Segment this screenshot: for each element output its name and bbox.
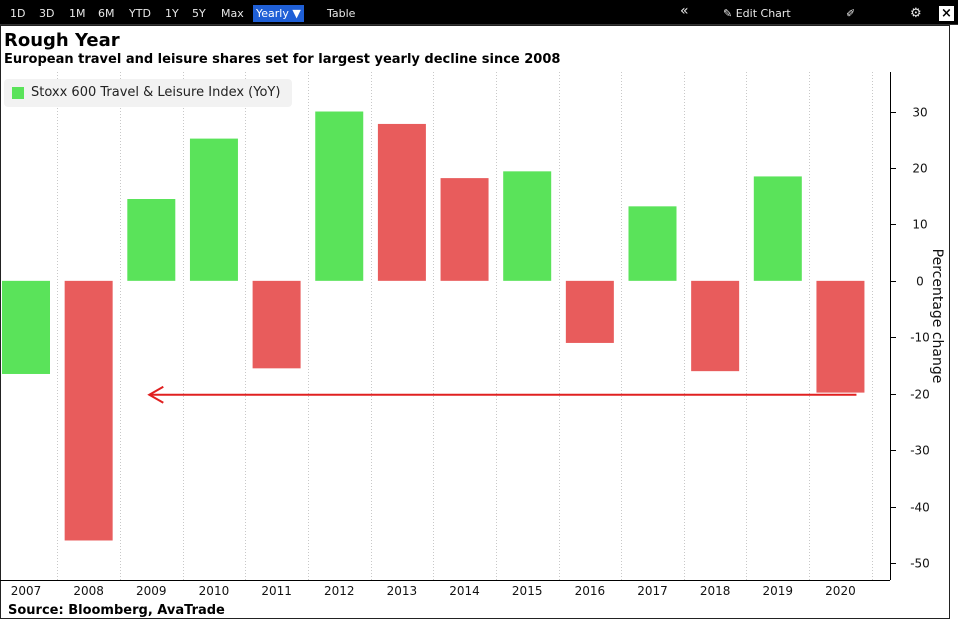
x-tick-label-2013: 2013	[387, 584, 418, 598]
table-button[interactable]: Table	[327, 7, 356, 20]
edit-chart-button[interactable]: ✎ Edit Chart	[723, 5, 791, 22]
period-3d-button[interactable]: 3D	[39, 7, 55, 20]
bar-2007	[2, 280, 50, 374]
period-1y-button[interactable]: 1Y	[165, 7, 179, 20]
bar-2009	[127, 199, 176, 281]
period-5y-button[interactable]: 5Y	[192, 7, 206, 20]
chart-legend: Stoxx 600 Travel & Leisure Index (YoY)	[4, 79, 292, 107]
x-tick-label-2016: 2016	[575, 584, 606, 598]
x-tick-label-2020: 2020	[825, 584, 856, 598]
y-tick-label--30: -30	[910, 444, 930, 458]
x-tick-label-2015: 2015	[512, 584, 543, 598]
legend-label: Stoxx 600 Travel & Leisure Index (YoY)	[31, 85, 281, 100]
bar-2020	[816, 280, 865, 393]
y-tick-label-10: 10	[912, 218, 927, 232]
period-max-button[interactable]: Max	[221, 7, 244, 20]
x-tick-label-2018: 2018	[700, 584, 731, 598]
x-tick-label-2019: 2019	[763, 584, 794, 598]
period-1d-button[interactable]: 1D	[10, 7, 26, 20]
x-tick-label-2017: 2017	[637, 584, 668, 598]
x-tick-label-2009: 2009	[136, 584, 167, 598]
chart-frame	[0, 25, 950, 619]
bar-2017	[628, 206, 677, 281]
bar-2015	[503, 171, 552, 281]
bar-2010	[189, 138, 238, 281]
bar-2011	[252, 280, 301, 369]
x-tick-label-2007: 2007	[11, 584, 42, 598]
frequency-dropdown[interactable]: Yearly ▼	[253, 5, 304, 22]
close-button[interactable]: ×	[939, 6, 954, 21]
bar-2013	[377, 123, 426, 281]
period-6m-button[interactable]: 6M	[98, 7, 115, 20]
y-tick-label--50: -50	[910, 557, 930, 571]
annotation-arrow-head	[147, 385, 164, 404]
bar-2012	[315, 111, 364, 281]
period-ytd-button[interactable]: YTD	[129, 7, 151, 20]
bar-2016	[565, 280, 614, 343]
annotate-icon[interactable]: ✐	[846, 7, 856, 20]
y-tick-label-20: 20	[912, 162, 927, 176]
collapse-icon[interactable]: «	[680, 3, 689, 19]
y-tick-label-0: 0	[916, 275, 924, 289]
pencil-icon: ✎	[723, 7, 736, 20]
chart-title: Rough Year	[4, 30, 120, 51]
x-tick-label-2008: 2008	[73, 584, 104, 598]
bar-2018	[691, 280, 740, 372]
bar-2019	[753, 176, 802, 281]
bar-2014	[440, 178, 489, 281]
x-tick-label-2010: 2010	[199, 584, 230, 598]
y-tick-label-30: 30	[912, 106, 927, 120]
bar-2008	[64, 280, 113, 541]
x-tick-label-2012: 2012	[324, 584, 355, 598]
y-axis-title: Percentage change	[929, 249, 945, 384]
chart-toolbar: 1D 3D 1M 6M YTD 1Y 5Y Max Yearly ▼ Table…	[0, 0, 958, 25]
y-tick-label--20: -20	[910, 388, 930, 402]
chart-subtitle: European travel and leisure shares set f…	[4, 52, 561, 67]
period-1m-button[interactable]: 1M	[69, 7, 86, 20]
y-tick-label--10: -10	[910, 331, 930, 345]
x-tick-label-2014: 2014	[449, 584, 480, 598]
edit-chart-label: Edit Chart	[735, 7, 791, 20]
legend-swatch	[12, 87, 24, 99]
source-note: Source: Bloomberg, AvaTrade	[8, 603, 225, 618]
y-tick-label--40: -40	[910, 501, 930, 515]
gear-icon[interactable]: ⚙	[910, 6, 922, 21]
x-tick-label-2011: 2011	[261, 584, 292, 598]
